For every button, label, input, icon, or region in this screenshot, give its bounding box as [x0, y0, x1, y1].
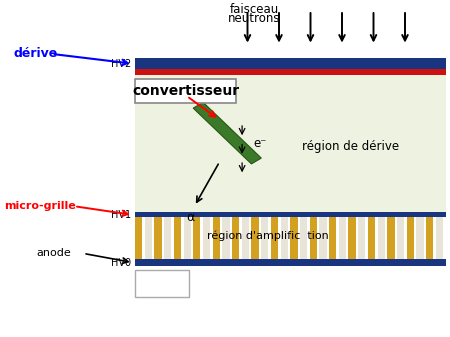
- Bar: [397, 217, 404, 259]
- Bar: [135, 69, 446, 212]
- Bar: [212, 217, 220, 259]
- Bar: [436, 217, 443, 259]
- Bar: [222, 217, 230, 259]
- Bar: [135, 58, 446, 69]
- Text: micro-grille: micro-grille: [4, 201, 76, 211]
- Bar: [135, 270, 189, 297]
- Text: e⁻: e⁻: [253, 137, 267, 150]
- Bar: [242, 217, 249, 259]
- Bar: [407, 217, 414, 259]
- Polygon shape: [193, 102, 261, 164]
- Text: région d'amplific  tion: région d'amplific tion: [207, 231, 328, 241]
- Bar: [154, 217, 162, 259]
- Text: α: α: [186, 211, 194, 224]
- Text: neutrons: neutrons: [228, 12, 280, 25]
- Bar: [387, 217, 395, 259]
- Bar: [339, 217, 346, 259]
- Bar: [358, 217, 365, 259]
- Bar: [135, 217, 142, 259]
- Bar: [261, 217, 268, 259]
- Text: convertisseur: convertisseur: [132, 84, 239, 98]
- Bar: [310, 217, 317, 259]
- Bar: [320, 217, 327, 259]
- Bar: [203, 217, 210, 259]
- Bar: [290, 217, 297, 259]
- Bar: [300, 217, 307, 259]
- Text: dérive: dérive: [14, 48, 58, 60]
- Bar: [378, 217, 385, 259]
- FancyBboxPatch shape: [135, 79, 236, 103]
- Bar: [164, 217, 171, 259]
- Bar: [135, 69, 446, 75]
- Bar: [368, 217, 375, 259]
- Bar: [416, 217, 423, 259]
- Text: HV2: HV2: [111, 59, 131, 69]
- Text: faisceau: faisceau: [230, 3, 279, 17]
- Bar: [426, 217, 433, 259]
- Bar: [271, 217, 278, 259]
- Text: HV1: HV1: [111, 210, 131, 220]
- Bar: [252, 217, 259, 259]
- Bar: [280, 217, 288, 259]
- Bar: [145, 217, 152, 259]
- Bar: [135, 212, 446, 217]
- Text: HV0: HV0: [111, 257, 131, 268]
- Bar: [135, 259, 446, 266]
- Bar: [329, 217, 336, 259]
- Text: anode: anode: [36, 248, 71, 258]
- Bar: [174, 217, 181, 259]
- Text: région de dérive: région de dérive: [302, 140, 400, 153]
- Bar: [232, 217, 239, 259]
- Bar: [193, 217, 201, 259]
- Bar: [348, 217, 356, 259]
- Bar: [184, 217, 191, 259]
